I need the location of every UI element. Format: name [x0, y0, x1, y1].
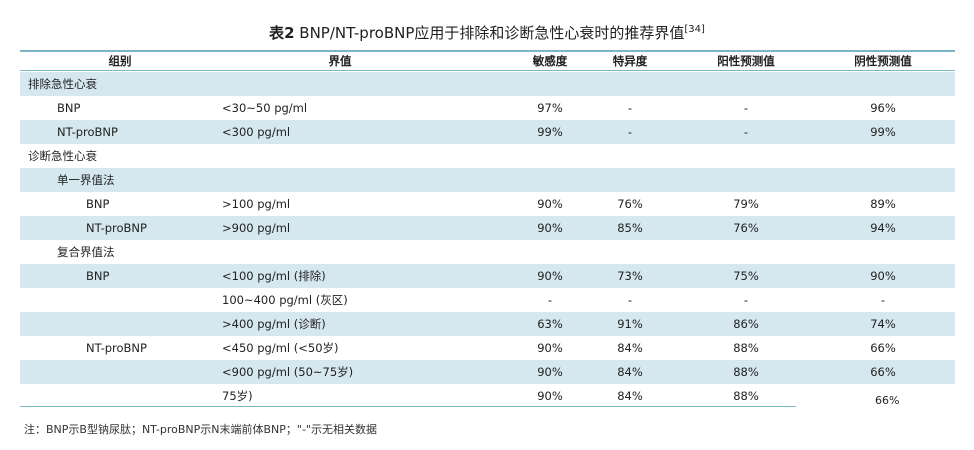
row-ppv: 88%: [733, 365, 759, 379]
row-npv: 89%: [870, 197, 896, 211]
row-ppv: 76%: [733, 221, 759, 235]
table-footnote: 注：BNP示B型钠尿肽；NT-proBNP示N末端前体BNP；"-"示无相关数据: [24, 423, 377, 436]
row-ppv: 88%: [733, 341, 759, 355]
row-specificity: -: [627, 101, 633, 115]
header-group: 组别: [108, 54, 132, 68]
table-number: 表2: [269, 24, 295, 42]
row-group: NT-proBNP: [86, 221, 147, 235]
row-group: 排除急性心衰: [28, 77, 97, 91]
row-sensitivity: 90%: [537, 269, 563, 283]
row-cutoff: <30~50 pg/ml: [222, 101, 308, 115]
row-sensitivity: 97%: [537, 101, 563, 115]
header-npv: 阴性预测值: [854, 54, 912, 68]
row-sensitivity: -: [547, 293, 553, 307]
row-npv: 99%: [870, 125, 896, 139]
row-sensitivity: 90%: [537, 197, 563, 211]
row-npv: 66%: [870, 365, 896, 379]
row-ppv: -: [743, 293, 749, 307]
table-row: NT-proBNP >900 pg/ml 90% 85% 76% 94%: [20, 216, 955, 240]
row-sensitivity: 90%: [537, 389, 563, 403]
row-npv: 90%: [870, 269, 896, 283]
row-specificity: 84%: [617, 365, 643, 379]
table-row: 诊断急性心衰: [20, 144, 955, 168]
table-row: BNP >100 pg/ml 90% 76% 79% 89%: [20, 192, 955, 216]
table-title-text: BNP/NT-proBNP应用于排除和诊断急性心衰时的推荐界值: [299, 24, 685, 42]
row-npv: -: [880, 293, 886, 307]
row-cutoff: >900 pg/ml: [222, 221, 291, 235]
row-group: BNP: [86, 269, 110, 283]
row-group: 复合界值法: [57, 245, 115, 259]
table-row: >400 pg/ml (诊断) 63% 91% 86% 74%: [20, 312, 955, 336]
row-specificity: 76%: [617, 197, 643, 211]
row-cutoff: <300 pg/ml: [222, 125, 291, 139]
row-group: NT-proBNP: [57, 125, 118, 139]
row-npv: 66%: [870, 341, 896, 355]
table-bottom-rule: [20, 406, 796, 407]
row-specificity: -: [627, 293, 633, 307]
row-specificity: 73%: [617, 269, 643, 283]
table-row: BNP <100 pg/ml (排除) 90% 73% 75% 90%: [20, 264, 955, 288]
row-group: 单一界值法: [57, 173, 115, 187]
table-row: NT-proBNP <300 pg/ml 99% - - 99%: [20, 120, 955, 144]
row-cutoff: <450 pg/ml (<50岁): [222, 341, 339, 355]
row-cutoff: 100~400 pg/ml (灰区): [222, 293, 348, 307]
stray-npv-value: 66%: [875, 394, 900, 407]
row-npv: 96%: [870, 101, 896, 115]
row-group: BNP: [57, 101, 81, 115]
table-row: 100~400 pg/ml (灰区) - - - -: [20, 288, 955, 312]
table-row: <900 pg/ml (50~75岁) 90% 84% 88% 66%: [20, 360, 955, 384]
row-specificity: -: [627, 125, 633, 139]
table-header-row: 组别 界值 敏感度 特异度 阳性预测值 阴性预测值: [20, 52, 955, 70]
row-specificity: 91%: [617, 317, 643, 331]
row-cutoff: <100 pg/ml (排除): [222, 269, 326, 283]
row-sensitivity: 99%: [537, 125, 563, 139]
row-ppv: 75%: [733, 269, 759, 283]
reference-mark: [34]: [684, 24, 705, 35]
header-ppv: 阳性预测值: [717, 54, 775, 68]
table-title: 表2 BNP/NT-proBNP应用于排除和诊断急性心衰时的推荐界值[34]: [0, 22, 974, 43]
row-sensitivity: 90%: [537, 341, 563, 355]
row-ppv: 88%: [733, 389, 759, 403]
table-top-rule: [20, 50, 955, 52]
row-ppv: -: [743, 125, 749, 139]
row-ppv: -: [743, 101, 749, 115]
header-specificity: 特异度: [612, 54, 648, 68]
row-specificity: 84%: [617, 389, 643, 403]
row-cutoff: >100 pg/ml: [222, 197, 291, 211]
table-row: 单一界值法: [20, 168, 955, 192]
table-row: 复合界值法: [20, 240, 955, 264]
row-group: 诊断急性心衰: [28, 149, 97, 163]
row-specificity: 85%: [617, 221, 643, 235]
row-cutoff: <900 pg/ml (50~75岁): [222, 365, 354, 379]
row-sensitivity: 90%: [537, 365, 563, 379]
row-ppv: 86%: [733, 317, 759, 331]
row-sensitivity: 90%: [537, 221, 563, 235]
row-group: BNP: [86, 197, 110, 211]
table-header-rule: [20, 70, 955, 71]
header-sensitivity: 敏感度: [532, 54, 568, 68]
row-cutoff: >400 pg/ml (诊断): [222, 317, 326, 331]
table-row: 75岁) 90% 84% 88%: [20, 384, 796, 408]
row-cutoff: 75岁): [222, 389, 253, 403]
table-row: NT-proBNP <450 pg/ml (<50岁) 90% 84% 88% …: [20, 336, 955, 360]
table-row: BNP <30~50 pg/ml 97% - - 96%: [20, 96, 955, 120]
row-group: NT-proBNP: [86, 341, 147, 355]
row-specificity: 84%: [617, 341, 643, 355]
row-npv: 94%: [870, 221, 896, 235]
table-row: 排除急性心衰: [20, 72, 955, 96]
row-sensitivity: 63%: [537, 317, 563, 331]
header-cutoff: 界值: [328, 54, 352, 68]
row-npv: 74%: [870, 317, 896, 331]
row-ppv: 79%: [733, 197, 759, 211]
